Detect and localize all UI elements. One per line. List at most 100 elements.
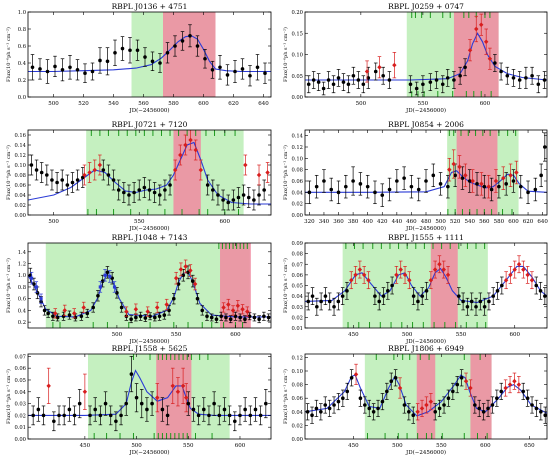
- data-point: [57, 413, 61, 418]
- data-point: [114, 419, 118, 424]
- data-point: [424, 289, 429, 293]
- data-point: [193, 147, 198, 153]
- y-tick-label: 1.4: [18, 250, 27, 256]
- data-point: [155, 395, 160, 401]
- data-point: [518, 184, 523, 189]
- y-tick-label: 1.0: [18, 273, 26, 279]
- data-point: [82, 389, 88, 395]
- data-point: [319, 410, 323, 414]
- data-point: [387, 187, 392, 192]
- x-tick-label: 550: [171, 332, 182, 338]
- x-tick-label: 540: [108, 101, 119, 107]
- data-point: [75, 178, 80, 182]
- data-point: [67, 313, 72, 317]
- data-series: [31, 356, 268, 432]
- data-point: [390, 283, 394, 288]
- data-point: [53, 310, 58, 316]
- y-tick-label: 0.02: [14, 203, 26, 209]
- data-point: [371, 410, 376, 414]
- data-point: [419, 406, 425, 411]
- data-point: [145, 407, 149, 412]
- data-point: [503, 277, 509, 283]
- data-point: [91, 305, 95, 310]
- data-point: [72, 310, 77, 316]
- data-series: [349, 255, 535, 290]
- x-tick-label: 500: [435, 219, 446, 225]
- data-point: [530, 73, 534, 78]
- data-point: [87, 170, 92, 175]
- data-point: [105, 59, 110, 64]
- data-point: [266, 315, 271, 320]
- red-region: [470, 354, 492, 439]
- data-point: [377, 299, 382, 304]
- x-tick-label: 620: [523, 219, 534, 225]
- data-point: [129, 317, 133, 322]
- data-point: [327, 406, 332, 411]
- x-tick-label: 440: [392, 219, 403, 225]
- data-point: [373, 294, 377, 298]
- data-point: [195, 44, 200, 48]
- data-point: [453, 173, 457, 178]
- data-point: [311, 78, 316, 82]
- panel-title: RBPL J1555 + 1111: [388, 233, 464, 242]
- y-tick-label: 0.02: [14, 413, 26, 419]
- data-point: [314, 184, 319, 189]
- data-point: [447, 167, 452, 173]
- x-axis-label: JD(−2456000): [128, 107, 169, 114]
- data-point: [508, 272, 513, 278]
- data-point: [115, 291, 119, 295]
- data-point: [200, 308, 205, 313]
- data-point: [336, 299, 341, 304]
- y-tick-label: 0.05: [291, 74, 303, 80]
- data-point: [157, 314, 162, 319]
- data-point: [514, 170, 519, 175]
- data-point: [150, 401, 154, 406]
- x-axis-label: JD(−2456000): [128, 449, 169, 456]
- data-point: [434, 78, 439, 82]
- data-point: [217, 413, 222, 418]
- data-series: [353, 363, 522, 421]
- data-point: [503, 385, 508, 391]
- data-point: [138, 314, 143, 319]
- data-point: [235, 303, 241, 309]
- data-point: [414, 86, 419, 91]
- data-point: [474, 26, 479, 32]
- data-point: [120, 46, 125, 51]
- data-point: [409, 184, 414, 189]
- data-point: [116, 188, 121, 192]
- data-point: [376, 406, 380, 411]
- data-point: [92, 167, 97, 173]
- y-axis-label: Flux(10⁻⁶ph s⁻¹ cm⁻²): [282, 27, 289, 82]
- data-point: [29, 163, 34, 167]
- panel-title: RBPL J0854 + 2006: [388, 120, 464, 129]
- data-point: [507, 382, 513, 387]
- x-tick-label: 600: [508, 219, 519, 225]
- data-point: [445, 272, 451, 278]
- data-point: [467, 179, 472, 183]
- data-point: [353, 272, 358, 278]
- data-point: [349, 277, 354, 283]
- x-tick-label: 450: [348, 443, 359, 449]
- x-tick-label: 650: [524, 443, 535, 449]
- data-point: [529, 277, 535, 283]
- data-point: [106, 173, 111, 177]
- data-point: [83, 71, 87, 75]
- data-point: [170, 383, 175, 389]
- panel-title: RBPL J0136 + 4751: [112, 2, 188, 11]
- model-curve: [305, 374, 547, 417]
- y-axis-label: Flux(10⁻⁶ph s⁻¹ cm⁻²): [5, 145, 12, 200]
- data-point: [137, 188, 142, 192]
- data-point: [80, 175, 85, 180]
- data-point: [155, 305, 160, 310]
- data-point: [489, 187, 494, 192]
- data-point: [82, 172, 87, 178]
- data-point: [53, 64, 57, 69]
- data-point: [500, 283, 504, 288]
- data-point: [516, 261, 522, 267]
- data-point: [306, 299, 311, 304]
- data-point: [139, 401, 144, 406]
- data-point: [225, 73, 230, 77]
- x-axis-label: JD(−2456000): [405, 449, 446, 456]
- panel-3: 500 550 600 0.00 0.02 0.04 0.06 0.08 0.10 0.12 0.1…: [5, 120, 272, 232]
- data-point: [93, 407, 98, 412]
